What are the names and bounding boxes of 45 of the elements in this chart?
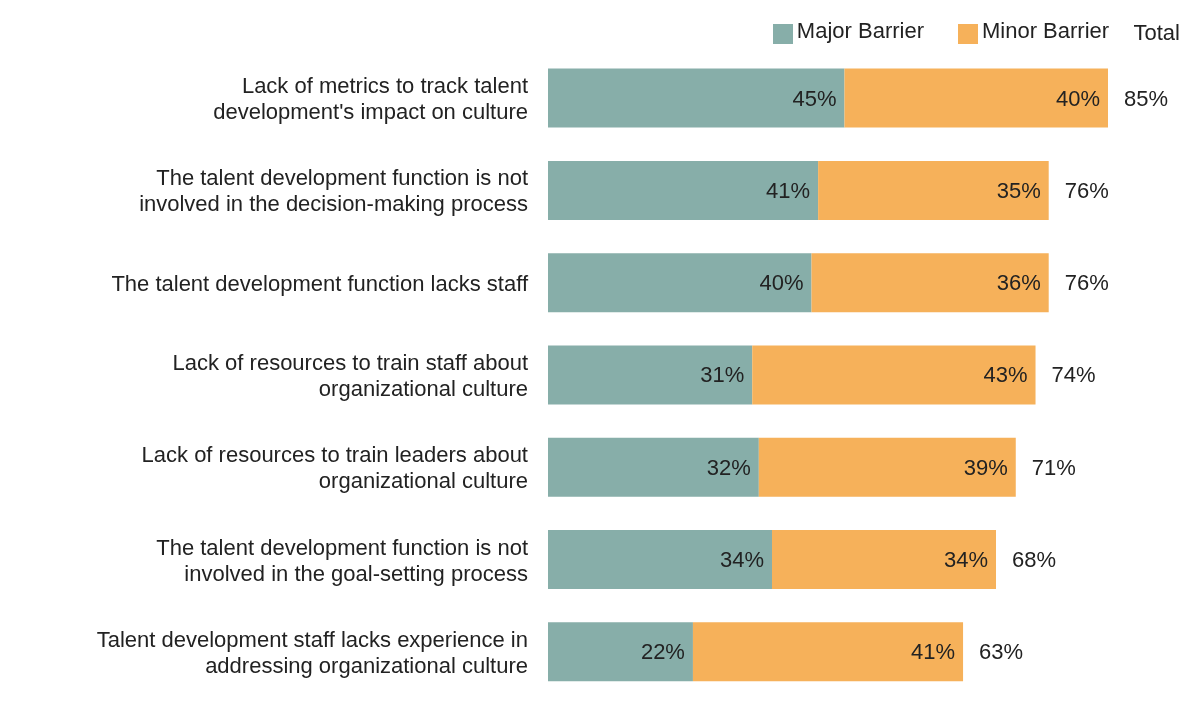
data-label: 36% xyxy=(996,270,1041,296)
bar xyxy=(548,68,845,128)
y-tick-label: Lack of resources to train leaders about organizational culture xyxy=(141,441,528,493)
data-label: 40% xyxy=(1055,85,1100,111)
data-label: 34% xyxy=(943,547,988,573)
data-label: 41% xyxy=(766,177,811,203)
bar xyxy=(548,253,812,313)
bar xyxy=(818,160,1049,220)
bar xyxy=(548,530,772,590)
total-label: 85% xyxy=(1124,85,1169,111)
y-tick-label: The talent development function lacks staff xyxy=(111,270,529,296)
data-label: 22% xyxy=(640,639,685,665)
y-tick-label: The talent development function is not involved in the decision-making process xyxy=(139,164,528,216)
data-label: 43% xyxy=(983,362,1028,388)
data-label: 32% xyxy=(706,454,751,480)
bar xyxy=(548,345,753,405)
bar xyxy=(548,160,819,220)
data-label: 40% xyxy=(759,270,804,296)
legend-label: Minor Barrier xyxy=(982,18,1110,43)
bar xyxy=(811,253,1049,313)
bar xyxy=(844,68,1108,128)
y-tick-label: The talent development function is not involved in the goal-setting process xyxy=(156,534,528,586)
data-label: 39% xyxy=(963,454,1008,480)
data-label: 45% xyxy=(792,85,837,111)
legend-label: Major Barrier xyxy=(796,18,924,43)
y-tick-label: Lack of metrics to track talent development's impact on culture xyxy=(213,72,528,124)
data-label: 41% xyxy=(911,639,956,665)
bar xyxy=(758,437,1016,497)
total-label: 74% xyxy=(1051,362,1096,388)
y-tick-label: Talent development staff lacks experience in addressing organizational culture xyxy=(96,626,528,678)
total-label: 76% xyxy=(1064,270,1109,296)
text: Total xyxy=(1133,20,1180,46)
data-label: 31% xyxy=(700,362,745,388)
total-label: 63% xyxy=(979,639,1024,665)
bar xyxy=(548,622,693,682)
total-label: 68% xyxy=(1012,547,1057,573)
bar xyxy=(772,530,996,590)
bar xyxy=(752,345,1036,405)
data-label: 34% xyxy=(719,547,764,573)
total-label: 71% xyxy=(1031,454,1076,480)
total-label: 76% xyxy=(1064,177,1109,203)
bar xyxy=(692,622,964,682)
y-tick-label: Lack of resources to train staff about organizational culture xyxy=(172,349,528,401)
bar xyxy=(548,437,759,497)
data-label: 35% xyxy=(996,177,1041,203)
